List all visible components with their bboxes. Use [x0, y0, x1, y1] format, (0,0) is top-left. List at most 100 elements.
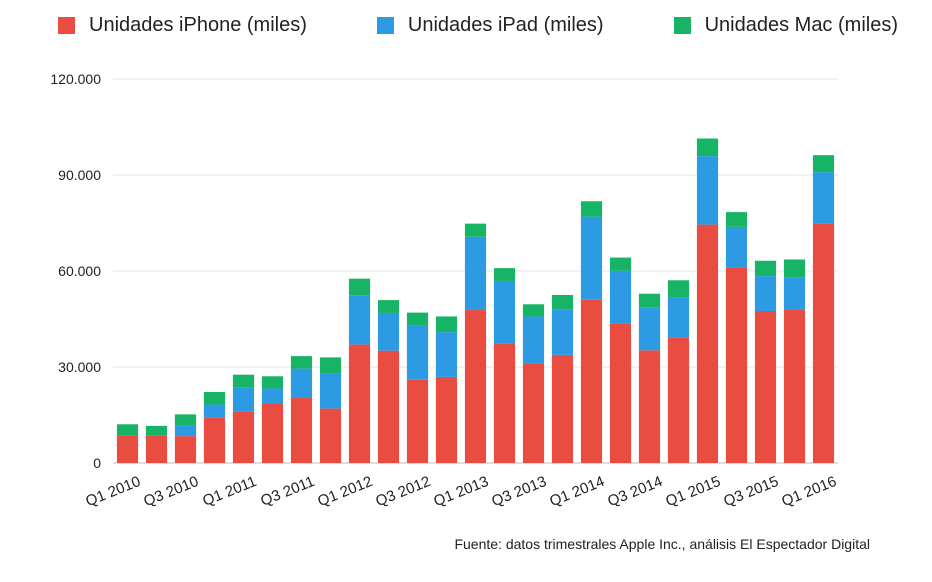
bar-segment-mac [203, 391, 226, 405]
legend: Unidades iPhone (miles) Unidades iPad (m… [58, 14, 898, 37]
legend-item-mac: Unidades Mac (miles) [673, 14, 898, 37]
bar-segment-iphone [435, 376, 458, 463]
bar-segment-iphone [609, 323, 632, 463]
bar-segment-ipad [348, 295, 371, 345]
bar-segment-iphone [174, 436, 197, 463]
y-tick-label: 60.000 [58, 263, 101, 279]
bar-segment-iphone [406, 379, 429, 463]
bar-segment-ipad [783, 277, 806, 310]
bar-segment-iphone [725, 267, 748, 463]
bar-segment-mac [261, 376, 284, 389]
bar-segment-iphone [551, 354, 574, 463]
legend-label-iphone: Unidades iPhone (miles) [89, 14, 307, 36]
bar-segment-iphone [377, 350, 400, 463]
bar-segment-ipad [232, 387, 255, 412]
bar-segment-ipad [551, 309, 574, 355]
bar-segment-iphone [232, 411, 255, 463]
bar-segment-iphone [522, 363, 545, 463]
x-tick-label: Q1 2013 [431, 473, 491, 510]
bar-segment-mac [696, 138, 719, 157]
bar-segment-ipad [638, 307, 661, 351]
y-tick-label: 0 [93, 455, 101, 471]
bar-segment-ipad [609, 270, 632, 324]
bar-segment-mac [290, 356, 313, 369]
legend-label-ipad: Unidades iPad (miles) [407, 14, 604, 36]
legend-swatch-iphone [58, 17, 75, 34]
bar-segment-ipad [754, 276, 777, 311]
bar-segment-iphone [812, 223, 835, 463]
bar-segment-mac [551, 295, 574, 310]
bar-segment-mac [580, 201, 603, 217]
bar-segment-ipad [580, 216, 603, 300]
bar-segment-ipad [696, 156, 719, 225]
bar-segment-mac [609, 257, 632, 271]
bar-segment-mac [145, 425, 168, 436]
y-tick-label: 120.000 [50, 71, 101, 87]
bar-segment-iphone [203, 417, 226, 463]
bar-segment-ipad [725, 226, 748, 268]
legend-label-mac: Unidades Mac (miles) [704, 14, 898, 36]
bar-segment-ipad [174, 425, 197, 437]
x-tick-label: Q1 2010 [83, 473, 143, 510]
x-tick-label: Q1 2014 [547, 473, 607, 510]
x-tick-label: Q1 2015 [663, 473, 723, 510]
bar-segment-ipad [435, 332, 458, 377]
x-tick-label: Q1 2016 [779, 473, 839, 510]
bar-segment-ipad [522, 316, 545, 364]
bar-segment-ipad [667, 297, 690, 338]
bar-segment-iphone [754, 311, 777, 463]
x-tick-label: Q3 2013 [489, 473, 549, 510]
bar-segment-iphone [116, 435, 139, 463]
x-tick-label: Q3 2012 [373, 473, 433, 510]
source-note: Fuente: datos trimestrales Apple Inc., a… [454, 536, 870, 552]
bar-segment-mac [783, 259, 806, 278]
bar-segment-ipad [493, 280, 516, 344]
bar-segment-mac [464, 223, 487, 237]
x-tick-label: Q3 2014 [605, 473, 665, 510]
bar-segment-mac [812, 155, 835, 173]
bar-segment-mac [522, 304, 545, 317]
legend-swatch-mac [673, 17, 691, 34]
bar-segment-mac [435, 316, 458, 333]
x-tick-label: Q3 2010 [141, 473, 201, 510]
bar-segment-iphone [145, 435, 168, 463]
bar-segment-mac [319, 357, 342, 374]
bar-segment-mac [754, 260, 777, 277]
legend-item-ipad: Unidades iPad (miles) [376, 14, 604, 37]
bar-segment-iphone [638, 350, 661, 463]
bar-segment-mac [348, 278, 371, 296]
bar-segment-iphone [348, 344, 371, 463]
bar-segment-ipad [261, 388, 284, 404]
bar-segment-ipad [290, 368, 313, 399]
y-tick-label: 30.000 [58, 359, 101, 375]
bar-segment-ipad [812, 172, 835, 224]
bar-segment-iphone [493, 343, 516, 463]
bar-segment-iphone [667, 337, 690, 463]
x-tick-label: Q3 2015 [721, 473, 781, 510]
bar-segment-iphone [261, 403, 284, 463]
legend-item-iphone: Unidades iPhone (miles) [58, 14, 307, 37]
bar-segment-mac [725, 212, 748, 227]
bar-segment-mac [667, 280, 690, 298]
bar-segment-iphone [783, 309, 806, 463]
bar-segment-mac [493, 268, 516, 281]
bar-segment-ipad [464, 236, 487, 311]
bar-segment-mac [377, 300, 400, 313]
bar-segment-mac [406, 312, 429, 326]
bar-segment-iphone [580, 299, 603, 463]
bar-segment-ipad [406, 325, 429, 380]
bar-segment-mac [232, 374, 255, 388]
bar-segment-ipad [319, 373, 342, 409]
bar-segment-iphone [464, 310, 487, 463]
bar-segment-iphone [290, 398, 313, 463]
bar-segment-mac [174, 414, 197, 426]
bar-segment-ipad [377, 312, 400, 351]
bar-segment-mac [638, 293, 661, 308]
bar-segment-mac [116, 424, 139, 436]
x-tick-label: Q1 2012 [315, 473, 375, 510]
bar-segment-iphone [319, 408, 342, 463]
bar-segment-iphone [696, 224, 719, 463]
y-tick-label: 90.000 [58, 167, 101, 183]
bar-segment-ipad [203, 404, 226, 418]
